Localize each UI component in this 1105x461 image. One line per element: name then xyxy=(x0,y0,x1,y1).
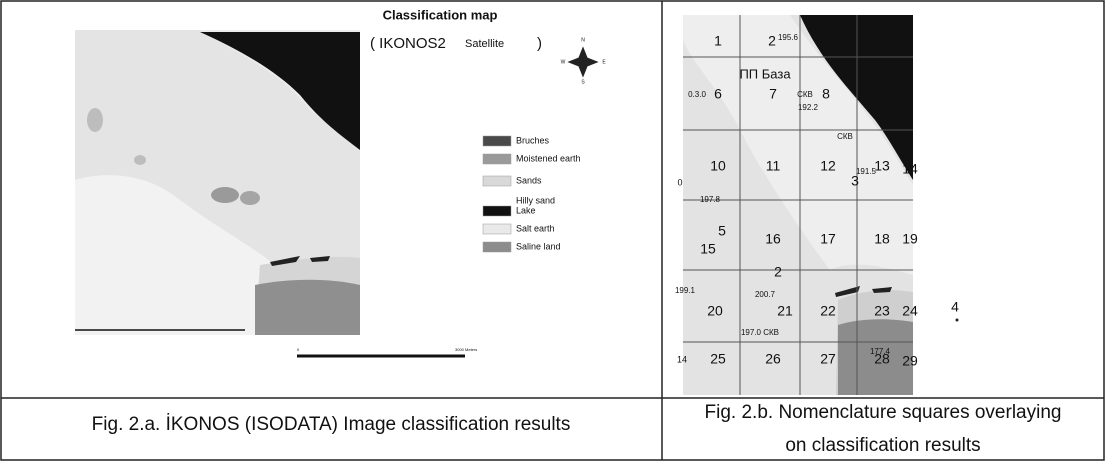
caption: Fig. 2.b. Nomenclature squares overlayin… xyxy=(705,402,1062,456)
legend-label: Moistened earth xyxy=(516,153,581,163)
square-label: 3 xyxy=(851,173,859,189)
figure: Classification map ( IKONOS2 Satellite) N S W… xyxy=(0,0,1105,461)
map-title: Classification map xyxy=(383,7,498,22)
square-label: 14 xyxy=(677,354,687,364)
square-label: 12 xyxy=(820,158,836,174)
compass-label: S xyxy=(581,79,585,85)
square-label: 0.3.0 xyxy=(688,90,706,99)
square-label: 1 xyxy=(714,33,722,49)
legend-swatch xyxy=(483,242,511,252)
square-label: СКВ xyxy=(837,132,853,141)
square-label: 2 xyxy=(774,264,782,280)
square-label: 6 xyxy=(714,86,722,102)
legend-swatch xyxy=(483,154,511,164)
square-label: 199.1 xyxy=(675,286,696,295)
nomenclature-map xyxy=(683,15,959,395)
square-label: 195.6 xyxy=(778,33,799,42)
square-label: 17 xyxy=(820,231,836,247)
legend-label: Lake xyxy=(516,205,536,215)
square-label: 15 xyxy=(700,241,716,257)
square-label: 16 xyxy=(765,231,781,247)
square-label: 197.0 СКВ xyxy=(741,328,779,337)
classification-map xyxy=(75,30,597,356)
legend-label: Bruches xyxy=(516,135,550,145)
square-label: 27 xyxy=(820,351,836,367)
square-label: 192.2 xyxy=(798,103,819,112)
square-label: 25 xyxy=(710,351,726,367)
square-label: 8 xyxy=(822,86,830,102)
legend-label: Salt earth xyxy=(516,223,555,233)
legend-swatch xyxy=(483,176,511,186)
square-label: ПП База xyxy=(739,66,791,81)
square-label: 11 xyxy=(766,158,781,174)
legend-swatch xyxy=(483,206,511,216)
square-label: 10 xyxy=(710,158,726,174)
square-label: 20 xyxy=(707,303,723,319)
caption: Fig. 2.a. İKONOS (ISODATA) Image classif… xyxy=(92,414,571,435)
square-label: 5 xyxy=(718,223,726,239)
square-label: 14 xyxy=(902,161,918,177)
map-subtitle: ( IKONOS2 xyxy=(370,35,446,52)
map-subtitle: Satellite xyxy=(465,38,504,50)
square-label: 0 xyxy=(677,177,682,187)
legend-swatch xyxy=(483,224,511,234)
square-label: 19 xyxy=(902,231,918,247)
scale-end: 3000 Meters xyxy=(455,347,477,352)
compass-label: N xyxy=(581,37,585,43)
square-label: 13 xyxy=(874,158,890,174)
legend-label: Saline land xyxy=(516,241,561,251)
square-label: 24 xyxy=(902,303,918,319)
square-label: 23 xyxy=(874,303,890,319)
compass-label: E xyxy=(602,59,606,65)
square-label: 18 xyxy=(874,231,890,247)
square-label: 21 xyxy=(777,303,793,319)
square-label: 26 xyxy=(765,351,781,367)
figure-page: Classification map ( IKONOS2 Satellite) N S W… xyxy=(0,0,1105,461)
square-label: 7 xyxy=(769,86,777,102)
square-label: 29 xyxy=(902,353,918,369)
square-label: 4 xyxy=(951,299,959,315)
square-label: СКВ xyxy=(797,90,813,99)
compass-label: W xyxy=(561,59,566,65)
legend-swatch xyxy=(483,136,511,146)
scale-start: 0 xyxy=(297,347,300,352)
legend-label: Sands xyxy=(516,175,542,185)
square-label: 22 xyxy=(820,303,836,319)
square-label: 28 xyxy=(874,351,890,367)
square-label: 197.8 xyxy=(700,195,721,204)
legend-label: Hilly sand xyxy=(516,195,555,205)
map-subtitle: ) xyxy=(537,35,542,52)
square-label: 200.7 xyxy=(755,290,776,299)
square-label: 2 xyxy=(768,33,776,49)
